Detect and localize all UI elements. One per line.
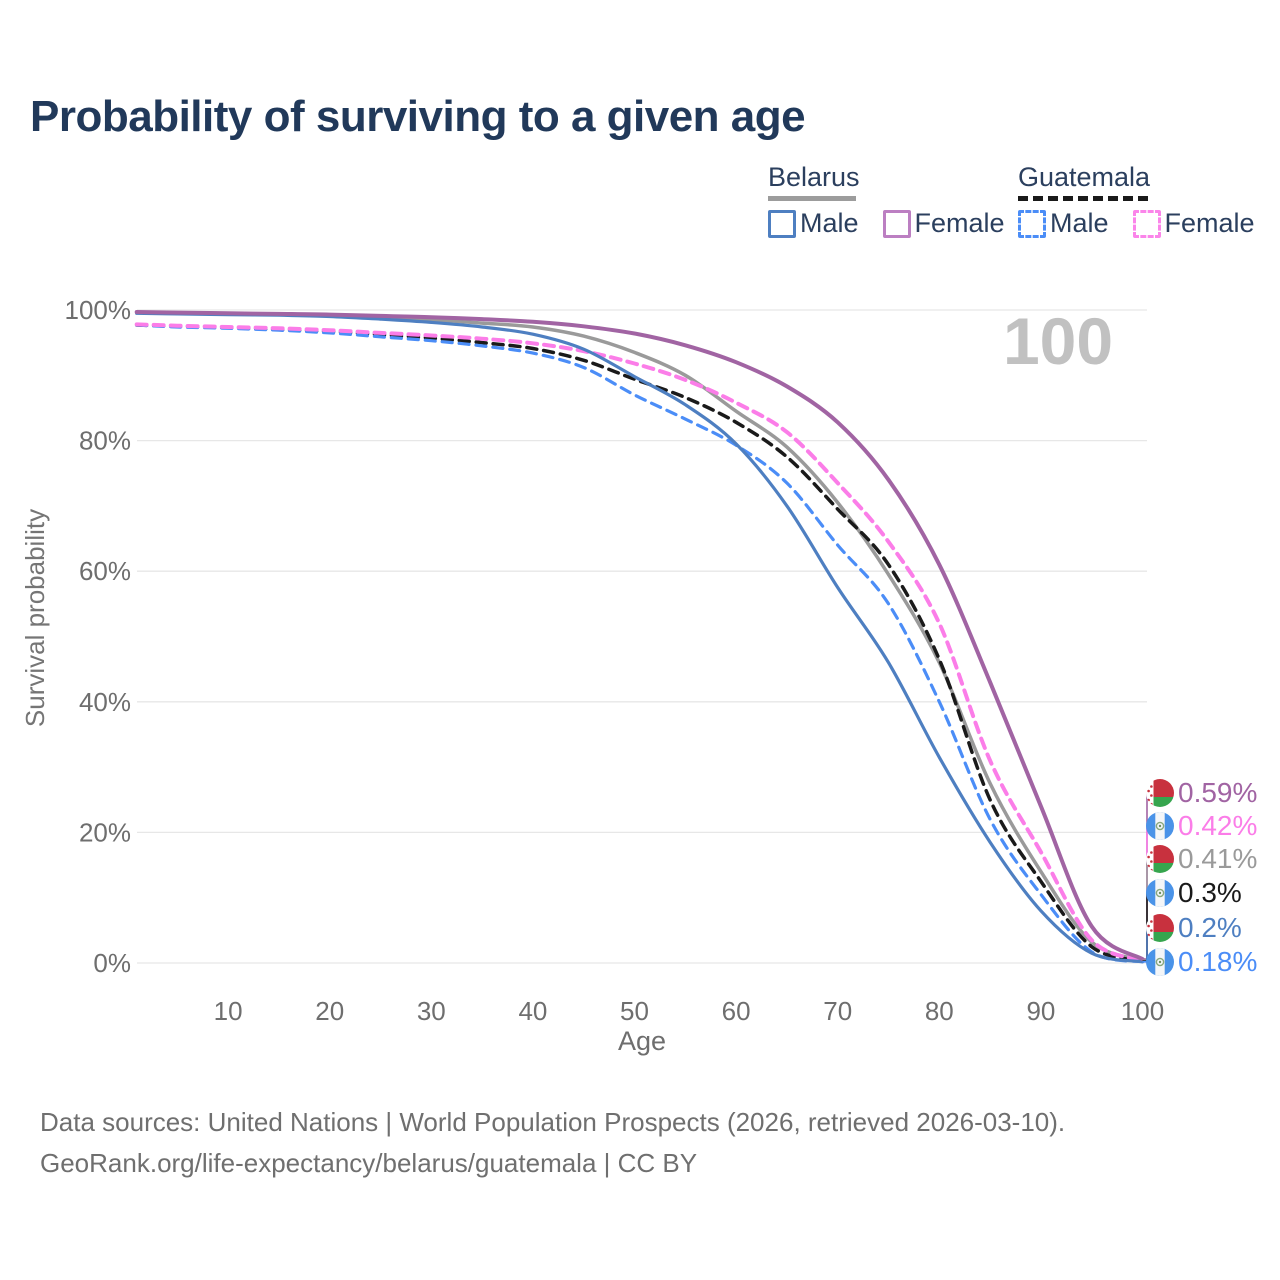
hover-age-value: 100 [1003, 304, 1113, 378]
legend-group-belarus: Belarus Male Female [768, 162, 1005, 239]
axis-labels: 0% 20% 40% 60% 80% 100% 10 20 30 40 50 60 70 80 90 100 A… [20, 295, 1164, 1056]
footer: Data sources: United Nations | World Pop… [40, 1102, 1065, 1184]
legend-country-guatemala: Guatemala [1018, 162, 1151, 192]
legend-label-guatemala-female: Female [1164, 208, 1255, 238]
x-tick-label: 30 [417, 996, 446, 1026]
legend-label-belarus-male: Male [800, 208, 859, 238]
x-tick-label: 10 [214, 996, 243, 1026]
x-tick-label: 90 [1026, 996, 1055, 1026]
footer-attribution-line: GeoRank.org/life-expectancy/belarus/guat… [40, 1148, 698, 1178]
x-tick-label: 70 [823, 996, 852, 1026]
series-line-guatemala-both[interactable] [134, 323, 1145, 963]
belarus-solid-line-sample [768, 196, 856, 201]
belarus-female-swatch-icon [882, 209, 911, 238]
legend-item-belarus-male[interactable]: Male [768, 208, 859, 239]
legend-group-guatemala: Guatemala Male Female [1018, 162, 1255, 239]
x-tick-label: 100 [1121, 996, 1164, 1026]
legend-item-belarus-female[interactable]: Female [882, 208, 1005, 239]
y-tick-label: 80% [79, 426, 131, 456]
guatemala-female-swatch-icon [1132, 209, 1161, 238]
series-lines [134, 310, 1145, 964]
y-tick-label: 100% [65, 295, 132, 325]
legend-item-guatemala-female[interactable]: Female [1132, 208, 1255, 239]
x-axis-title: Age [618, 1026, 666, 1056]
legend-country-belarus: Belarus [768, 162, 860, 192]
legend-item-guatemala-male[interactable]: Male [1018, 208, 1109, 239]
legend-label-belarus-female: Female [914, 208, 1005, 238]
guatemala-flag-icon [1146, 812, 1174, 840]
footer-sources-line: Data sources: United Nations | World Pop… [40, 1107, 1066, 1137]
y-tick-label: 20% [79, 817, 131, 847]
x-tick-label: 50 [620, 996, 649, 1026]
guatemala-flag-icon [1146, 879, 1174, 907]
series-line-belarus-male[interactable] [135, 311, 1145, 964]
legend-label-guatemala-male: Male [1050, 208, 1109, 238]
legend-row-guatemala: Male Female [1018, 208, 1255, 239]
belarus-male-swatch-icon [768, 209, 796, 238]
belarus-flag-icon [1146, 779, 1174, 807]
guatemala-dashed-line-sample [1018, 196, 1148, 201]
y-tick-label: 0% [93, 948, 131, 978]
y-tick-label: 40% [79, 687, 131, 717]
x-tick-label: 40 [518, 996, 547, 1026]
belarus-flag-icon [1146, 914, 1174, 942]
guatemala-male-swatch-icon [1018, 209, 1046, 238]
end-value-label-guatemala-male: 0.18% [1178, 946, 1257, 977]
series-line-guatemala-male[interactable] [135, 323, 1145, 964]
end-value-label-guatemala-both: 0.3% [1178, 877, 1242, 908]
end-value-label-belarus-female: 0.59% [1178, 777, 1257, 808]
series-line-guatemala-female[interactable] [134, 322, 1145, 963]
end-value-label-belarus-male: 0.2% [1178, 912, 1242, 943]
legend-row-belarus: Male Female [768, 208, 1005, 239]
end-value-label-belarus-both: 0.41% [1178, 843, 1257, 874]
end-value-label-guatemala-female: 0.42% [1178, 810, 1257, 841]
x-tick-label: 80 [925, 996, 954, 1026]
y-axis-title: Survival probability [20, 509, 50, 727]
end-value-labels: 0.59%0.42%0.41%0.3% 0.2%0.18% [1142, 777, 1257, 977]
belarus-flag-icon [1146, 845, 1174, 873]
series-line-belarus-both[interactable] [134, 310, 1145, 963]
guatemala-flag-icon [1146, 948, 1174, 976]
gridlines [137, 309, 1147, 964]
y-tick-label: 60% [79, 556, 131, 586]
x-tick-label: 60 [722, 996, 751, 1026]
page-title: Probability of surviving to a given age [30, 92, 806, 141]
hover-age-indicator: 100 [1003, 304, 1113, 378]
x-tick-label: 20 [315, 996, 344, 1026]
series-line-belarus-female[interactable] [134, 310, 1145, 962]
